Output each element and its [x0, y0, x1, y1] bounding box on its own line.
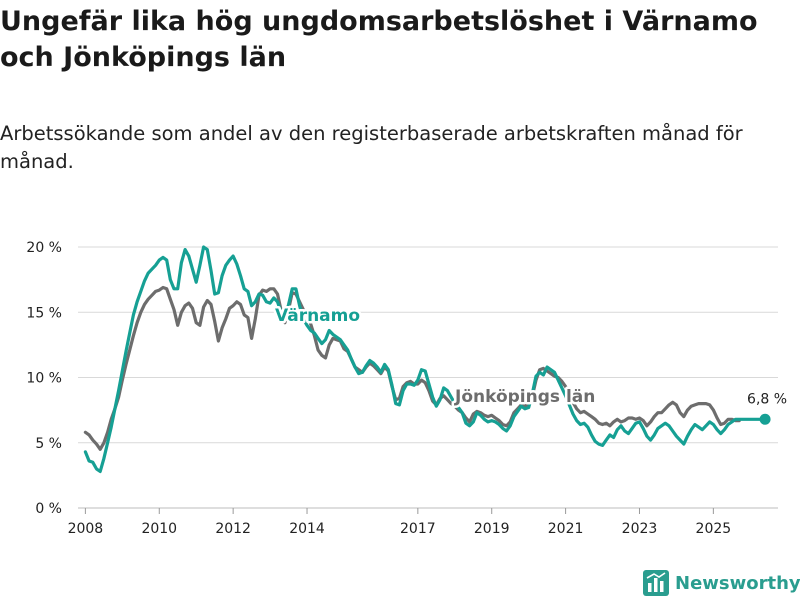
- series-line-jonkopings-lan: [83, 285, 741, 451]
- svg-text:Värnamo: Värnamo: [275, 306, 360, 326]
- x-tick-label: 2012: [215, 521, 251, 537]
- x-tick-label: 2019: [474, 521, 510, 537]
- bar-chart-icon: [643, 570, 669, 596]
- x-tick-label: 2014: [289, 521, 325, 537]
- x-tick-label: 2021: [548, 521, 584, 537]
- series-label-jonkopings-lan: Jönköpings län: [454, 387, 595, 407]
- y-tick-label: 5 %: [35, 436, 62, 452]
- brand-name: Newsworthy: [675, 572, 800, 594]
- chart-title: Ungefär lika hög ungdomsarbetslöshet i V…: [0, 6, 758, 73]
- y-tick-label: 15 %: [26, 305, 62, 321]
- x-tick-label: 2010: [141, 521, 177, 537]
- x-axis: 2008 2010 2012 2014 2017 2019 2021 2023 2025: [68, 508, 732, 537]
- end-value-label: 6,8 %: [747, 391, 787, 407]
- newsworthy-logo: Newsworthy: [643, 568, 800, 598]
- y-tick-label: 10 %: [26, 371, 62, 387]
- x-tick-label: 2008: [68, 521, 104, 537]
- series-label-varnamo: Värnamo: [275, 306, 360, 326]
- y-tick-label: 20 %: [26, 240, 62, 256]
- chart-subtitle: Arbetssökande som andel av den registerb…: [0, 122, 743, 173]
- series-line-varnamo: [83, 245, 767, 474]
- svg-text:Jönköpings län: Jönköpings län: [454, 387, 595, 407]
- series-lines: [83, 245, 767, 474]
- x-tick-label: 2023: [622, 521, 658, 537]
- x-tick-label: 2025: [696, 521, 732, 537]
- end-point-marker: [759, 413, 771, 425]
- y-tick-label: 0 %: [35, 501, 62, 517]
- x-tick-label: 2017: [400, 521, 436, 537]
- y-axis: 0 % 5 % 10 % 15 % 20 %: [26, 240, 62, 517]
